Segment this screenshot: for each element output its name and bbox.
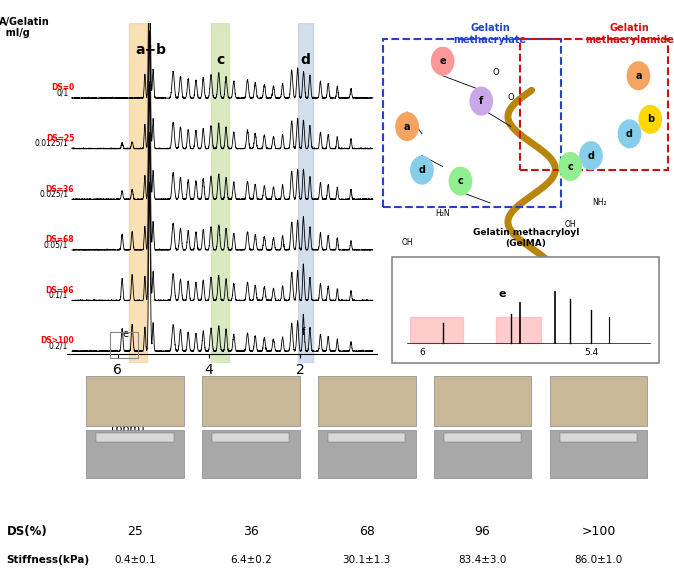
Text: DS=25: DS=25 (46, 134, 74, 143)
Bar (202, 376, 299, 425)
Text: 96: 96 (474, 525, 491, 539)
Text: 0.025/1: 0.025/1 (39, 189, 68, 199)
Text: a: a (635, 71, 642, 81)
Text: DS=68: DS=68 (46, 235, 74, 244)
Circle shape (431, 47, 454, 76)
Text: a+b: a+b (135, 43, 166, 57)
Bar (444, 433, 522, 442)
Text: e: e (498, 289, 506, 299)
Bar (550, 376, 647, 425)
Circle shape (449, 166, 472, 196)
Text: 86.0±1.0: 86.0±1.0 (574, 555, 623, 565)
Text: Gelatin methacryloyl
(GelMA): Gelatin methacryloyl (GelMA) (472, 229, 579, 248)
Text: DS>100: DS>100 (40, 336, 74, 346)
Text: Gelatin
methacrylamide: Gelatin methacrylamide (585, 23, 674, 45)
Circle shape (638, 105, 662, 134)
Text: b: b (647, 114, 654, 124)
Text: 6.4±0.2: 6.4±0.2 (230, 555, 272, 565)
Text: >100: >100 (581, 525, 616, 539)
Bar (496, 318, 541, 343)
Text: e: e (439, 56, 446, 66)
Text: c: c (458, 176, 463, 186)
Circle shape (469, 87, 493, 115)
Text: 0.0125/1: 0.0125/1 (34, 139, 68, 148)
Bar (212, 433, 290, 442)
Text: f: f (301, 327, 305, 337)
Text: DS=96: DS=96 (46, 286, 74, 295)
Text: 0.4±0.1: 0.4±0.1 (114, 555, 156, 565)
Circle shape (617, 120, 642, 148)
Bar (560, 433, 638, 442)
Bar (318, 376, 415, 425)
Bar (110, 332, 138, 359)
Text: 36: 36 (243, 525, 259, 539)
Bar (318, 430, 415, 478)
Bar (298, 23, 313, 363)
Text: f: f (479, 96, 483, 106)
Text: 6: 6 (419, 349, 425, 357)
Text: DS=36: DS=36 (46, 185, 74, 193)
Text: A/Gelatin
  ml/g: A/Gelatin ml/g (0, 16, 50, 38)
Text: 0/1: 0/1 (56, 88, 68, 97)
Text: e: e (123, 329, 129, 339)
Bar (328, 433, 406, 442)
Text: 83.4±3.0: 83.4±3.0 (458, 555, 507, 565)
Text: 0.1/1: 0.1/1 (49, 291, 68, 299)
Bar (211, 23, 229, 363)
Text: O: O (508, 93, 514, 102)
Text: 5.4: 5.4 (584, 349, 598, 357)
Bar (434, 430, 532, 478)
Text: d: d (588, 151, 594, 161)
Bar (550, 430, 647, 478)
Circle shape (395, 112, 419, 141)
Bar (86, 376, 183, 425)
Text: (ppm): (ppm) (111, 424, 145, 434)
Text: 25: 25 (127, 525, 143, 539)
Text: a: a (404, 121, 410, 132)
Circle shape (410, 156, 434, 185)
Text: 0.05/1: 0.05/1 (44, 240, 68, 249)
Bar (129, 23, 147, 363)
Circle shape (579, 141, 603, 170)
Bar (202, 430, 299, 478)
Text: 0.2/1: 0.2/1 (49, 341, 68, 350)
Text: 30.1±1.3: 30.1±1.3 (342, 555, 391, 565)
Text: H₂N: H₂N (435, 209, 450, 218)
FancyBboxPatch shape (392, 257, 659, 363)
Text: NH₂: NH₂ (592, 199, 607, 207)
Text: c: c (568, 162, 573, 172)
Bar (96, 433, 174, 442)
Text: O: O (493, 67, 499, 77)
Text: OH: OH (401, 239, 413, 247)
Text: 68: 68 (359, 525, 375, 539)
Text: OH: OH (564, 220, 576, 229)
Bar (434, 376, 532, 425)
Text: Stiffness(kPa): Stiffness(kPa) (7, 555, 90, 565)
Text: d: d (419, 165, 425, 175)
Text: d: d (626, 129, 633, 139)
Text: d: d (301, 53, 310, 67)
Bar (86, 430, 183, 478)
Text: DS(%): DS(%) (7, 525, 47, 539)
Text: DS=0: DS=0 (51, 83, 74, 93)
Text: c: c (216, 53, 224, 67)
Bar (410, 318, 464, 343)
Text: Gelatin
methacrylate: Gelatin methacrylate (454, 23, 526, 45)
Circle shape (558, 152, 582, 181)
Circle shape (627, 61, 650, 90)
